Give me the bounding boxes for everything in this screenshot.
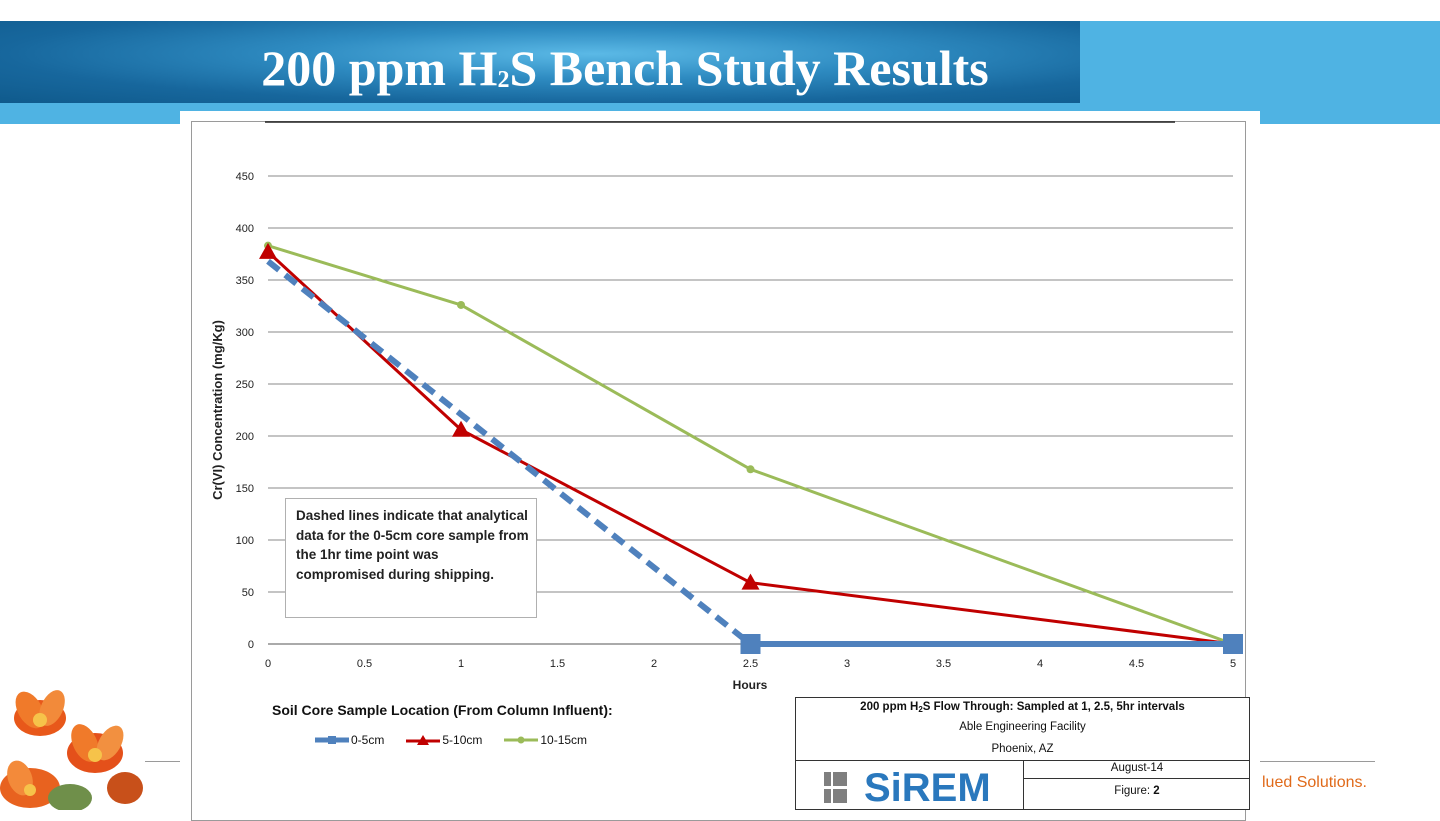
title-block-line1-post: S Flow Through: Sampled at 1, 2.5, 5hr i… [922,701,1185,713]
x-axis-label: Hours [733,678,768,692]
sirem-logo-text: SiREM [864,766,991,810]
legend-swatch-10-15cm [504,736,539,744]
y-tick-label: 300 [236,327,254,339]
x-tick-label: 1.5 [550,658,565,670]
y-tick-label: 250 [236,379,254,391]
legend-item-10-15cm: 10-15cm [504,733,587,747]
title-block-meta: August-14 Figure: 2 [1023,760,1250,809]
y-tick-label: 50 [242,587,254,599]
y-tick-label: 450 [236,171,254,183]
series-line-10-15cm [267,244,462,307]
chart-annotation-note: Dashed lines indicate that analytical da… [285,498,537,618]
x-tick-label: 0.5 [357,658,372,670]
y-tick-label: 350 [236,275,254,287]
flower-3 [0,760,60,808]
y-tick-labels: 0 50 100 150 200 250 300 350 400 450 [236,171,254,651]
y-tick-label: 400 [236,223,254,235]
figure-title-block: 200 ppm H2S Flow Through: Sampled at 1, … [795,697,1250,810]
data-point-10-15cm [746,465,755,474]
header-banner-dark [0,21,1080,103]
title-block-line1-sub: 2 [918,705,923,714]
data-point-10-15cm [457,300,465,309]
legend-label-5-10cm: 5-10cm [442,733,483,747]
y-tick-label: 150 [236,483,254,495]
x-tick-labels: 0 0.5 1 1.5 2 2.5 3 3.5 4 4.5 5 [265,658,1236,670]
legend-swatch-5-10cm [406,735,441,745]
x-tick-label: 4.5 [1129,658,1144,670]
sirem-logo-mark-icon [824,772,847,803]
title-block-line2: Able Engineering Facility [959,721,1086,733]
data-point-5-10cm [452,420,470,437]
legend-label-10-15cm: 10-15cm [540,733,588,747]
data-point-0-5cm [1223,634,1243,654]
figure-number: 2 [1153,785,1160,797]
x-tick-label: 3 [844,658,850,670]
x-tick-label: 0 [265,658,271,670]
x-tick-label: 1 [458,658,464,670]
sirem-logo: SiREM [824,768,991,808]
legend-item-0-5cm: 0-5cm [315,733,384,747]
x-tick-label: 2.5 [743,658,758,670]
legend-swatch-0-5cm [315,736,349,744]
series-line-10-15cm [749,467,1234,646]
chart-legend: 0-5cm 5-10cm 10-15cm [315,733,609,747]
title-block-figure: Figure: 2 [1024,785,1250,797]
y-axis-label: Cr(VI) Concentration (mg/Kg) [210,320,225,500]
data-point-5-10cm [259,242,277,259]
footer-tagline: lued Solutions. [1262,774,1367,791]
flower-2 [67,724,124,773]
title-block-line1-pre: 200 ppm H [860,701,919,713]
title-block-line3: Phoenix, AZ [991,743,1054,755]
flower-1 [14,690,66,736]
series-line-0-5cm [266,258,753,647]
x-tick-label: 2 [651,658,657,670]
series-line-5-10cm [266,250,463,431]
series-line-5-10cm [750,581,1234,646]
slide-title: 200 ppm H2S Bench Study Results [0,38,1250,108]
slide-title-sub: 2 [497,67,510,93]
legend-title: Soil Core Sample Location (From Column I… [272,702,613,718]
x-tick-label: 3.5 [936,658,951,670]
slide-title-pre: 200 ppm H [261,40,498,96]
series-lines [266,244,1234,647]
data-point-0-5cm [740,634,761,654]
y-tick-label: 100 [236,535,254,547]
legend-label-0-5cm: 0-5cm [351,733,385,747]
x-tick-label: 4 [1037,658,1043,670]
title-block-line1: 200 ppm H2S Flow Through: Sampled at 1, … [796,701,1249,714]
y-tick-label: 0 [248,639,254,651]
series-markers [259,241,1243,654]
series-line-10-15cm [460,303,752,471]
title-block-header: 200 ppm H2S Flow Through: Sampled at 1, … [796,698,1249,761]
data-point-5-10cm [741,573,760,590]
title-block-date: August-14 [1024,760,1250,779]
legend-item-5-10cm: 5-10cm [406,733,482,747]
slide-title-post: S Bench Study Results [509,40,989,96]
cactus-flower-image [0,690,143,810]
x-tick-label: 5 [1230,658,1236,670]
figure-label: Figure: [1114,785,1154,797]
y-tick-label: 200 [236,431,254,443]
